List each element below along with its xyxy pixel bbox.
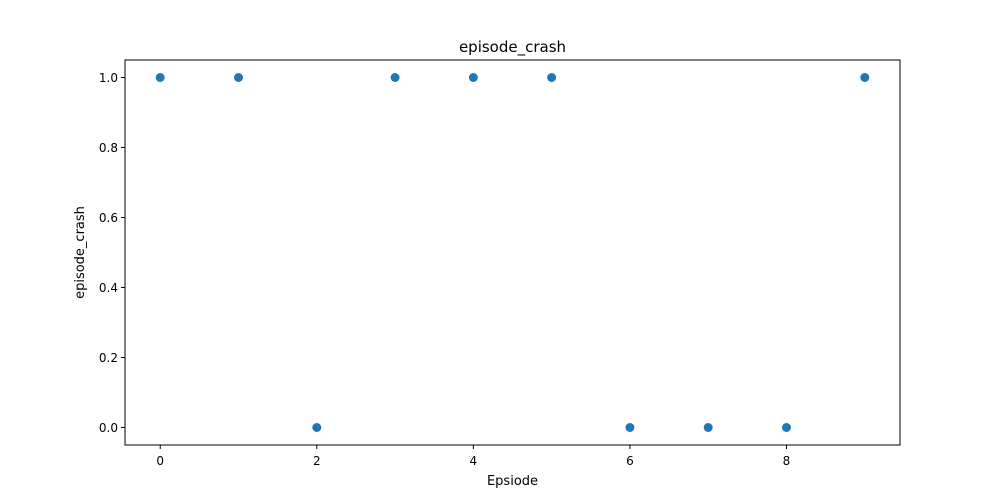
y-tick-label: 0.2 bbox=[99, 351, 118, 365]
y-tick-label: 0.0 bbox=[99, 421, 118, 435]
axis-ticks: 0 2 4 6 8 0.0 0.2 0.4 0.6 0.8 1.0 bbox=[99, 71, 790, 468]
data-point bbox=[703, 423, 713, 432]
y-tick-label: 0.4 bbox=[99, 281, 118, 295]
y-tick-label: 1.0 bbox=[99, 71, 118, 85]
x-tick-label: 2 bbox=[313, 454, 321, 468]
x-tick-label: 6 bbox=[626, 454, 634, 468]
y-axis-label: episode_crash bbox=[73, 206, 88, 299]
x-tick-label: 0 bbox=[156, 454, 164, 468]
data-point bbox=[155, 73, 165, 82]
x-tick-label: 4 bbox=[470, 454, 478, 468]
plot-frame bbox=[124, 59, 901, 446]
data-points bbox=[155, 73, 870, 432]
chart-title: episode_crash bbox=[459, 38, 566, 57]
data-point bbox=[547, 73, 557, 82]
y-tick-label: 0.8 bbox=[99, 141, 118, 155]
data-point bbox=[781, 423, 791, 432]
data-point bbox=[625, 423, 635, 432]
y-tick-label: 0.6 bbox=[99, 211, 118, 225]
x-tick-label: 8 bbox=[783, 454, 791, 468]
data-point bbox=[390, 73, 400, 82]
x-axis-label: Epsiode bbox=[487, 474, 538, 489]
data-point bbox=[234, 73, 244, 82]
data-point bbox=[312, 423, 322, 432]
data-point bbox=[860, 73, 870, 82]
data-point bbox=[468, 73, 478, 82]
